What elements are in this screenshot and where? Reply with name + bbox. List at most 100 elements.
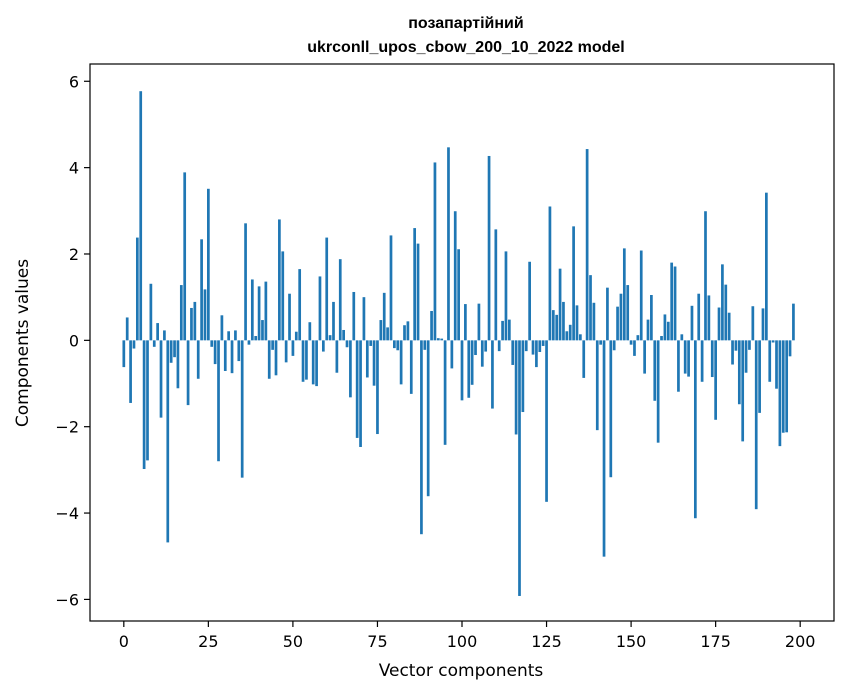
bar xyxy=(169,340,173,363)
bar xyxy=(633,340,636,356)
bar xyxy=(369,340,373,346)
x-tick-label: 175 xyxy=(700,632,731,651)
bar xyxy=(122,340,126,368)
bar xyxy=(365,340,369,378)
bar xyxy=(758,340,761,413)
bar xyxy=(792,303,795,341)
y-axis-ticks: −6 −4 −2 0 2 4 6 xyxy=(55,72,90,609)
bar xyxy=(565,331,569,341)
bar xyxy=(700,340,704,382)
bar xyxy=(217,340,220,462)
bar xyxy=(267,340,271,379)
plot-frame xyxy=(89,63,835,622)
bar xyxy=(210,340,214,347)
bar xyxy=(595,340,599,431)
bar xyxy=(771,340,775,343)
bar xyxy=(470,340,474,385)
bar xyxy=(507,319,511,341)
bar xyxy=(135,237,139,341)
bar xyxy=(518,340,521,596)
bar xyxy=(345,340,349,348)
bar xyxy=(416,243,420,341)
bar xyxy=(132,340,136,349)
bar xyxy=(734,340,738,351)
bar xyxy=(643,340,646,374)
bar xyxy=(332,301,335,341)
bar xyxy=(480,340,484,367)
bar xyxy=(616,306,619,341)
bar xyxy=(240,340,244,478)
bar xyxy=(250,279,254,341)
bar xyxy=(423,340,427,350)
bar xyxy=(538,340,542,352)
bar xyxy=(318,276,322,341)
bar xyxy=(721,264,724,341)
bar xyxy=(291,340,295,356)
bar xyxy=(504,251,508,341)
bar xyxy=(589,275,592,341)
bar xyxy=(308,322,312,341)
bar xyxy=(575,305,579,341)
bar xyxy=(514,340,518,435)
y-axis-label: Components values xyxy=(13,259,33,427)
bar xyxy=(788,340,792,357)
bars-group xyxy=(122,91,795,596)
bar xyxy=(301,340,305,382)
bar xyxy=(602,340,606,557)
bar xyxy=(166,340,170,543)
bar xyxy=(765,192,768,341)
bar xyxy=(592,302,596,341)
bar xyxy=(754,340,758,510)
bar xyxy=(690,305,694,341)
bar xyxy=(149,283,153,341)
chart-title-line-1: позапартійний xyxy=(408,15,523,32)
y-tick-label: 2 xyxy=(69,245,79,264)
bar xyxy=(484,340,488,352)
y-tick-label: −4 xyxy=(55,504,79,523)
bar xyxy=(622,248,626,341)
bar xyxy=(494,229,498,341)
bar xyxy=(305,340,308,380)
bar xyxy=(612,340,616,351)
bar xyxy=(355,340,359,438)
bar xyxy=(284,340,288,363)
x-tick-label: 200 xyxy=(785,632,816,651)
bar xyxy=(714,340,717,420)
bar xyxy=(179,285,183,341)
bar xyxy=(183,172,187,341)
x-tick-label: 0 xyxy=(119,632,129,651)
bar xyxy=(629,340,633,345)
bar xyxy=(338,259,342,341)
bar xyxy=(186,340,190,406)
bar xyxy=(298,269,302,341)
bar xyxy=(467,340,471,398)
bar xyxy=(359,340,362,447)
bar xyxy=(768,340,772,382)
bar xyxy=(142,340,146,470)
bar xyxy=(457,249,460,341)
bar xyxy=(430,310,433,341)
y-tick-label: −6 xyxy=(55,590,79,609)
bar xyxy=(254,336,258,341)
bar xyxy=(710,340,714,378)
bar xyxy=(744,340,748,373)
bar xyxy=(521,340,525,413)
bar xyxy=(396,340,400,351)
bar xyxy=(497,340,501,352)
bar xyxy=(163,330,166,341)
bar xyxy=(707,295,711,341)
bar xyxy=(420,340,423,535)
y-tick-label: 4 xyxy=(69,159,79,178)
bar xyxy=(274,340,278,376)
bar xyxy=(271,340,274,350)
bar xyxy=(778,340,782,447)
bar xyxy=(531,340,535,355)
bar xyxy=(389,235,393,341)
y-tick-label: 6 xyxy=(69,72,79,91)
bar xyxy=(176,340,180,389)
bar xyxy=(731,340,734,365)
bar xyxy=(775,340,778,389)
bar xyxy=(261,320,264,341)
